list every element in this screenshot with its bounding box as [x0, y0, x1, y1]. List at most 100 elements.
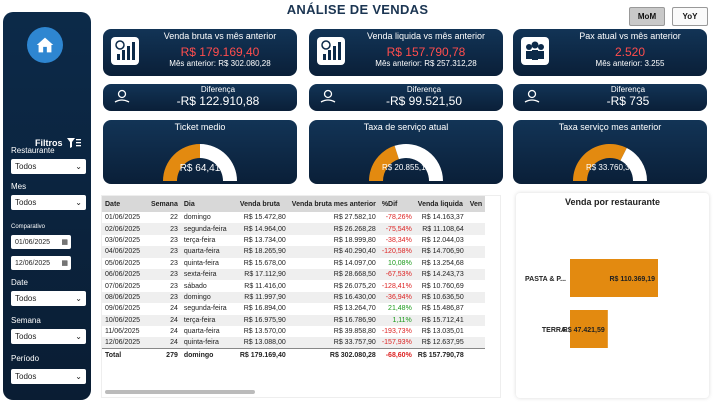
start-date-input[interactable]: 01/06/2025 ▦ — [11, 235, 71, 249]
col-header-venda-bruta-mes-anterior[interactable]: Venda bruta mes anterior — [288, 196, 379, 212]
kpi-title: Venda bruta vs mês anterior — [163, 31, 277, 41]
table-cell — [467, 212, 485, 223]
table-cell — [467, 235, 485, 246]
table-cell: R$ 11.997,90 — [236, 291, 289, 304]
mom-button[interactable]: MoM — [629, 7, 665, 26]
gauge-title: Taxa serviço mes anterior — [558, 122, 662, 132]
table-row[interactable]: 07/06/2025 23 sábado R$ 11.416,00 R$ 26.075,… — [102, 280, 485, 291]
mes-value: Todos — [15, 198, 37, 207]
semana-select[interactable]: Todos ⌄ — [11, 329, 86, 344]
calendar-icon[interactable]: ▦ — [61, 239, 68, 246]
table-total-cell: 279 — [148, 348, 181, 362]
table-cell: -78,26% — [385, 214, 412, 222]
col-header-venda-liquida[interactable]: Venda liquida — [414, 196, 467, 212]
col-header-ven[interactable]: Ven — [466, 196, 486, 212]
table-total-cell — [466, 348, 486, 362]
money-chart-icon — [111, 37, 139, 65]
restaurante-label: Restaurante — [11, 146, 55, 155]
yoy-button[interactable]: YoY — [672, 7, 708, 26]
col-header-semana[interactable]: Semana — [148, 196, 181, 212]
data-label: R$ 110.369,19 — [609, 276, 655, 283]
table-cell: domingo — [180, 291, 237, 304]
kpi-value: R$ 157.790,78 — [386, 45, 466, 59]
bar[interactable] — [570, 310, 608, 348]
table-cell: R$ 39.858,80 — [333, 328, 376, 336]
table-cell: R$ 18.265,90 — [236, 246, 289, 258]
table-cell: 07/06/2025 — [105, 282, 141, 290]
bar[interactable] — [570, 259, 658, 297]
table-cell: R$ 12.044,03 — [421, 236, 464, 244]
table-cell: 24 — [170, 305, 178, 313]
table-cell: R$ 18.999,80 — [333, 236, 376, 244]
calendar-icon[interactable]: ▦ — [61, 260, 68, 267]
table-cell: R$ 26.268,28 — [288, 223, 379, 235]
table-cell: quinta-feira — [183, 259, 219, 267]
table-cell: R$ 28.668,50 — [288, 268, 379, 281]
table-row[interactable]: 01/06/2025 22 domingo R$ 15.472,80 R$ 27.582… — [102, 212, 485, 223]
table-cell: sexta-feira — [180, 268, 237, 281]
gauge-title: Ticket medio — [174, 122, 226, 132]
col-header-dif[interactable]: %Dif — [378, 196, 415, 212]
table-total-cell: R$ 157.790,78 — [414, 348, 467, 362]
table-cell: 08/06/2025 — [102, 291, 148, 304]
page-title: ANÁLISE DE VENDAS — [286, 2, 429, 17]
table-row[interactable]: 10/06/2025 24 terça-feira R$ 16.975,90 R$ 16… — [102, 314, 486, 326]
periodo-select[interactable]: Todos ⌄ — [11, 369, 86, 384]
table-cell: 10/06/2025 — [102, 314, 148, 326]
table-cell: 03/06/2025 — [105, 236, 141, 244]
table-cell — [467, 280, 485, 291]
table-cell: R$ 16.894,00 — [243, 305, 286, 313]
date-label: Date — [11, 278, 28, 287]
gauge-fill — [369, 145, 399, 181]
table-cell: quinta-feira — [180, 337, 237, 349]
table-cell: 12/06/2025 — [102, 337, 148, 349]
table-row[interactable]: 04/06/2025 23 quarta-feira R$ 18.265,90 R$ 4… — [102, 246, 486, 258]
table-cell: 10,08% — [388, 259, 412, 267]
money-hand-icon — [114, 89, 130, 103]
date-select[interactable]: Todos ⌄ — [11, 291, 86, 306]
table-cell — [466, 337, 486, 349]
table-row[interactable]: 09/06/2025 24 segunda-feira R$ 16.894,00 R$ … — [102, 303, 485, 314]
table-row[interactable]: 08/06/2025 23 domingo R$ 11.997,90 R$ 16.430… — [102, 291, 486, 304]
table-cell: 23 — [148, 291, 181, 304]
table-row[interactable]: 05/06/2025 23 quinta-feira R$ 15.678,00 R$ 1… — [102, 258, 485, 269]
table-cell: 23 — [170, 259, 178, 267]
table-cell: R$ 12.637,95 — [414, 337, 467, 349]
col-header-dia[interactable]: Dia — [180, 196, 237, 212]
gauge-fill — [573, 144, 627, 181]
table-cell: -38,34% — [385, 236, 412, 244]
kpi-card-venda-bruta: Venda bruta vs mês anterior R$ 179.169,4… — [103, 29, 297, 76]
money-chart-icon — [317, 37, 345, 65]
diff-card-venda-liquida: Diferença -R$ 99.521,50 — [309, 84, 503, 111]
col-header-date[interactable]: Date — [102, 196, 148, 212]
mes-label: Mes — [11, 182, 27, 191]
table-cell: R$ 13.035,01 — [421, 328, 464, 336]
table-cell: R$ 16.786,90 — [288, 314, 379, 326]
table-cell: quarta-feira — [183, 328, 220, 336]
table-cell: terça-feira — [183, 236, 216, 244]
table-cell: R$ 16.430,00 — [288, 291, 379, 304]
category-label: PASTA & P... — [525, 276, 566, 283]
people-icon — [521, 37, 549, 65]
table-row[interactable]: 03/06/2025 23 terça-feira R$ 13.734,00 R$ 18… — [102, 235, 485, 246]
kpi-card-pax: Pax atual vs mês anterior 2.520 Mês ante… — [513, 29, 707, 76]
col-header-venda-bruta[interactable]: Venda bruta — [236, 196, 289, 212]
horizontal-scrollbar[interactable] — [105, 390, 255, 394]
semana-value: Todos — [15, 332, 37, 341]
diff-title: Diferença — [200, 85, 236, 94]
chart-card: Venda por restaurante PASTA & P... R$ 110… — [516, 193, 709, 398]
table-row[interactable]: 11/06/2025 24 quarta-feira R$ 13.570,00 R$ 3… — [102, 326, 485, 337]
restaurante-select[interactable]: Todos ⌄ — [11, 159, 86, 174]
end-date-value: 12/06/2025 — [15, 259, 51, 267]
kpi-title: Venda liquida vs mês anterior — [366, 31, 486, 41]
end-date-input[interactable]: 12/06/2025 ▦ — [11, 256, 71, 270]
table-row[interactable]: 02/06/2025 23 segunda-feira R$ 14.964,00 R$ … — [102, 223, 486, 235]
data-label: R$ 47.421,59 — [563, 327, 605, 334]
home-button[interactable] — [27, 27, 63, 63]
mes-select[interactable]: Todos ⌄ — [11, 195, 86, 210]
table-row[interactable]: 06/06/2025 23 sexta-feira R$ 17.112,90 R$ 28… — [102, 268, 486, 281]
table-cell: 06/06/2025 — [102, 268, 148, 281]
table-row[interactable]: 12/06/2025 24 quinta-feira R$ 13.088,00 R$ 3… — [102, 337, 486, 349]
table-cell: domingo — [183, 214, 211, 222]
table-cell: R$ 13.264,70 — [333, 305, 376, 313]
